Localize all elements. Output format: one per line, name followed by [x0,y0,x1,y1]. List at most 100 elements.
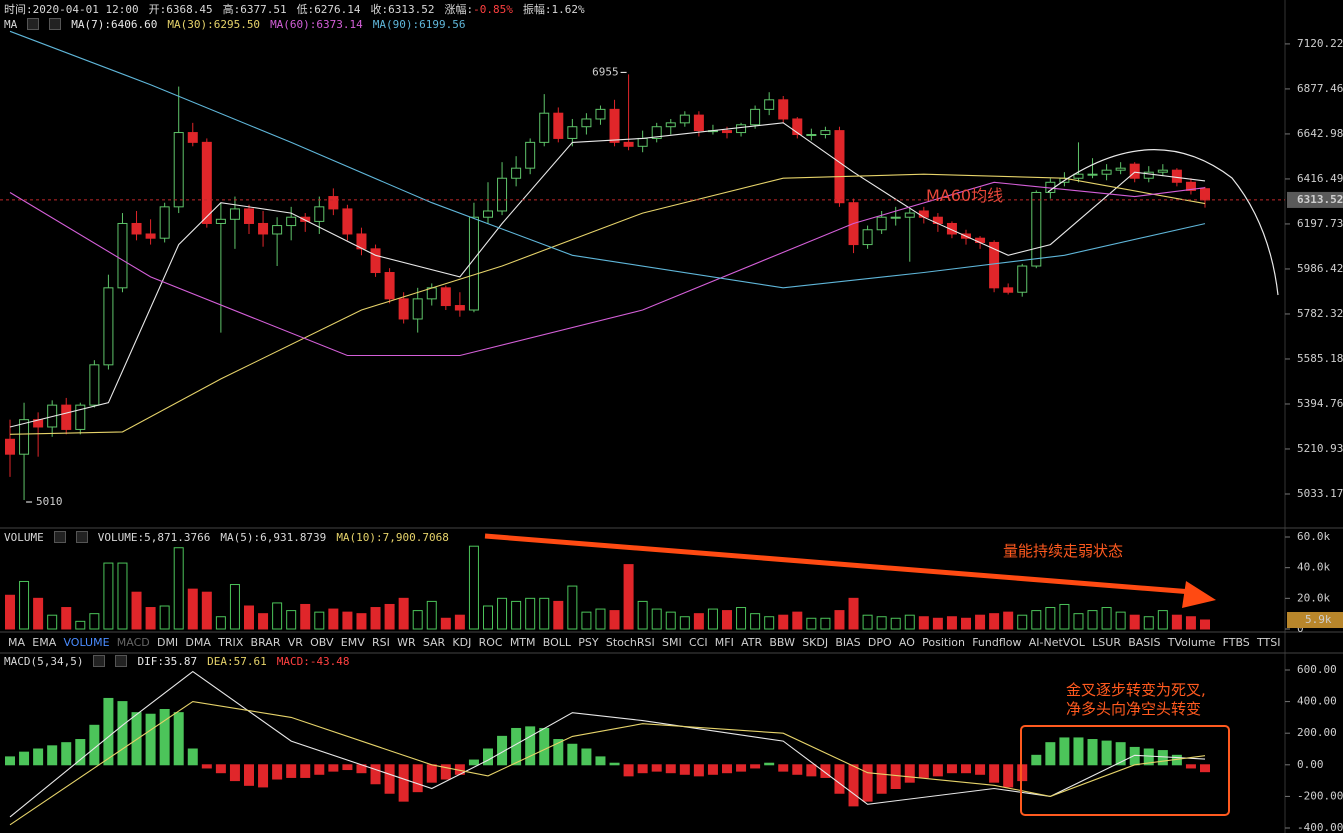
indicator-tab[interactable]: TRIX [218,636,244,649]
indicator-tab[interactable]: BBW [769,636,795,649]
indicator-tab[interactable]: AI-NetVOL [1028,636,1085,649]
indicator-name: MACD(5,34,5) [4,654,84,668]
bar [1073,737,1084,766]
bar [61,742,72,766]
bar [1200,764,1210,773]
bar [89,613,100,630]
indicator-tab[interactable]: DPO [867,636,892,649]
bar [19,751,30,766]
bar [918,764,929,778]
candle-body [722,130,732,134]
y-tick-label: 20.0k [1297,591,1330,604]
bar [215,764,226,774]
bar [904,614,915,630]
bar [398,597,409,630]
annotation-arrowhead [1182,581,1216,608]
indicator-tab[interactable]: ROC [478,636,503,649]
indicator-tab[interactable]: MFI [714,636,734,649]
indicator-tab[interactable]: AO [898,636,915,649]
indicator-tab[interactable]: VOLUME [63,636,110,649]
bar [1157,750,1168,766]
bar [834,610,845,630]
indicator-tab[interactable]: DMI [156,636,179,649]
indicator-tab[interactable]: OBV [310,636,334,649]
bar [244,605,254,630]
indicator-tab[interactable]: StochRSI [605,636,655,649]
indicator-tab[interactable]: FTBS [1222,636,1250,649]
bar [1115,742,1126,766]
candle-body [595,108,606,120]
indicator-tab[interactable]: SAR [422,636,446,649]
indicator-tab[interactable]: TVolume [1167,636,1216,649]
y-tick-label: 60.0k [1297,530,1330,543]
low-label: 5010 [36,495,63,508]
candle-body [778,99,789,120]
bar [820,617,831,630]
bar [1171,614,1182,630]
settings-icon [53,531,66,543]
annotation-text: MA60均线 [926,186,1004,205]
bar [539,727,550,766]
indicator-tab[interactable]: WR [397,636,416,649]
candle-body [412,298,423,320]
bar [229,584,240,630]
bar [834,764,845,794]
indicator-tab[interactable]: VR [287,636,303,649]
field-value: 6276.14 [314,3,361,16]
bar [229,764,240,782]
candle-body [131,222,142,235]
y-tick-label: 6877.46 [1297,82,1343,95]
bar [1059,737,1070,766]
bar [961,617,971,630]
bar [778,764,789,772]
candle-body [314,206,325,222]
bar [609,610,620,630]
bar [1129,746,1140,766]
candle-body [764,99,775,110]
indicator-tab[interactable]: MA [8,636,26,649]
bar [5,594,15,630]
indicator-tab[interactable]: SKDJ [802,636,829,649]
candle-body [229,208,240,220]
indicator-tab[interactable]: BOLL [542,636,572,649]
candle-body [75,404,86,430]
indicator-tab[interactable]: BIAS [835,636,861,649]
indicator-tab[interactable]: Position [922,636,965,649]
candle-body [328,196,339,210]
indicator-tab[interactable]: LSUR [1092,636,1121,649]
bar [497,735,508,766]
indicator-tab[interactable]: MTM [509,636,536,649]
indicator-tab[interactable]: KDJ [452,636,472,649]
indicator-tab[interactable]: PSY [578,636,599,649]
bar [272,764,283,780]
candle-body [61,404,72,430]
indicator-tab[interactable]: EMV [340,636,365,649]
indicator-tab[interactable]: DMA [185,636,211,649]
indicator-tab[interactable]: BASIS [1128,636,1161,649]
y-tick-label: 6416.49 [1297,172,1343,185]
bar [750,613,761,630]
indicator-tab[interactable]: BRAR [250,636,281,649]
bar [258,613,269,630]
bar [792,764,803,775]
field-label: 开: [148,3,167,16]
y-tick-label: 200.00 [1297,726,1337,739]
indicator-tab[interactable]: TTSI [1257,636,1281,649]
bar [932,764,943,777]
indicator-tab[interactable]: SMI [662,636,682,649]
bar [806,764,817,777]
candle-body [440,287,451,307]
bar [201,591,212,630]
indicator-tab[interactable]: Fundflow [972,636,1022,649]
bar [848,597,859,630]
indicator-tab[interactable]: CCI [688,636,708,649]
indicator-tab[interactable]: ATR [741,636,763,649]
bar [567,585,578,630]
y-tick-label: 5585.18 [1297,352,1343,365]
bar [623,564,634,630]
indicator-tab[interactable]: MACD [116,636,150,649]
indicator-tab[interactable]: EMA [32,636,57,649]
bar [609,762,620,766]
indicator-tab[interactable]: RSI [371,636,390,649]
